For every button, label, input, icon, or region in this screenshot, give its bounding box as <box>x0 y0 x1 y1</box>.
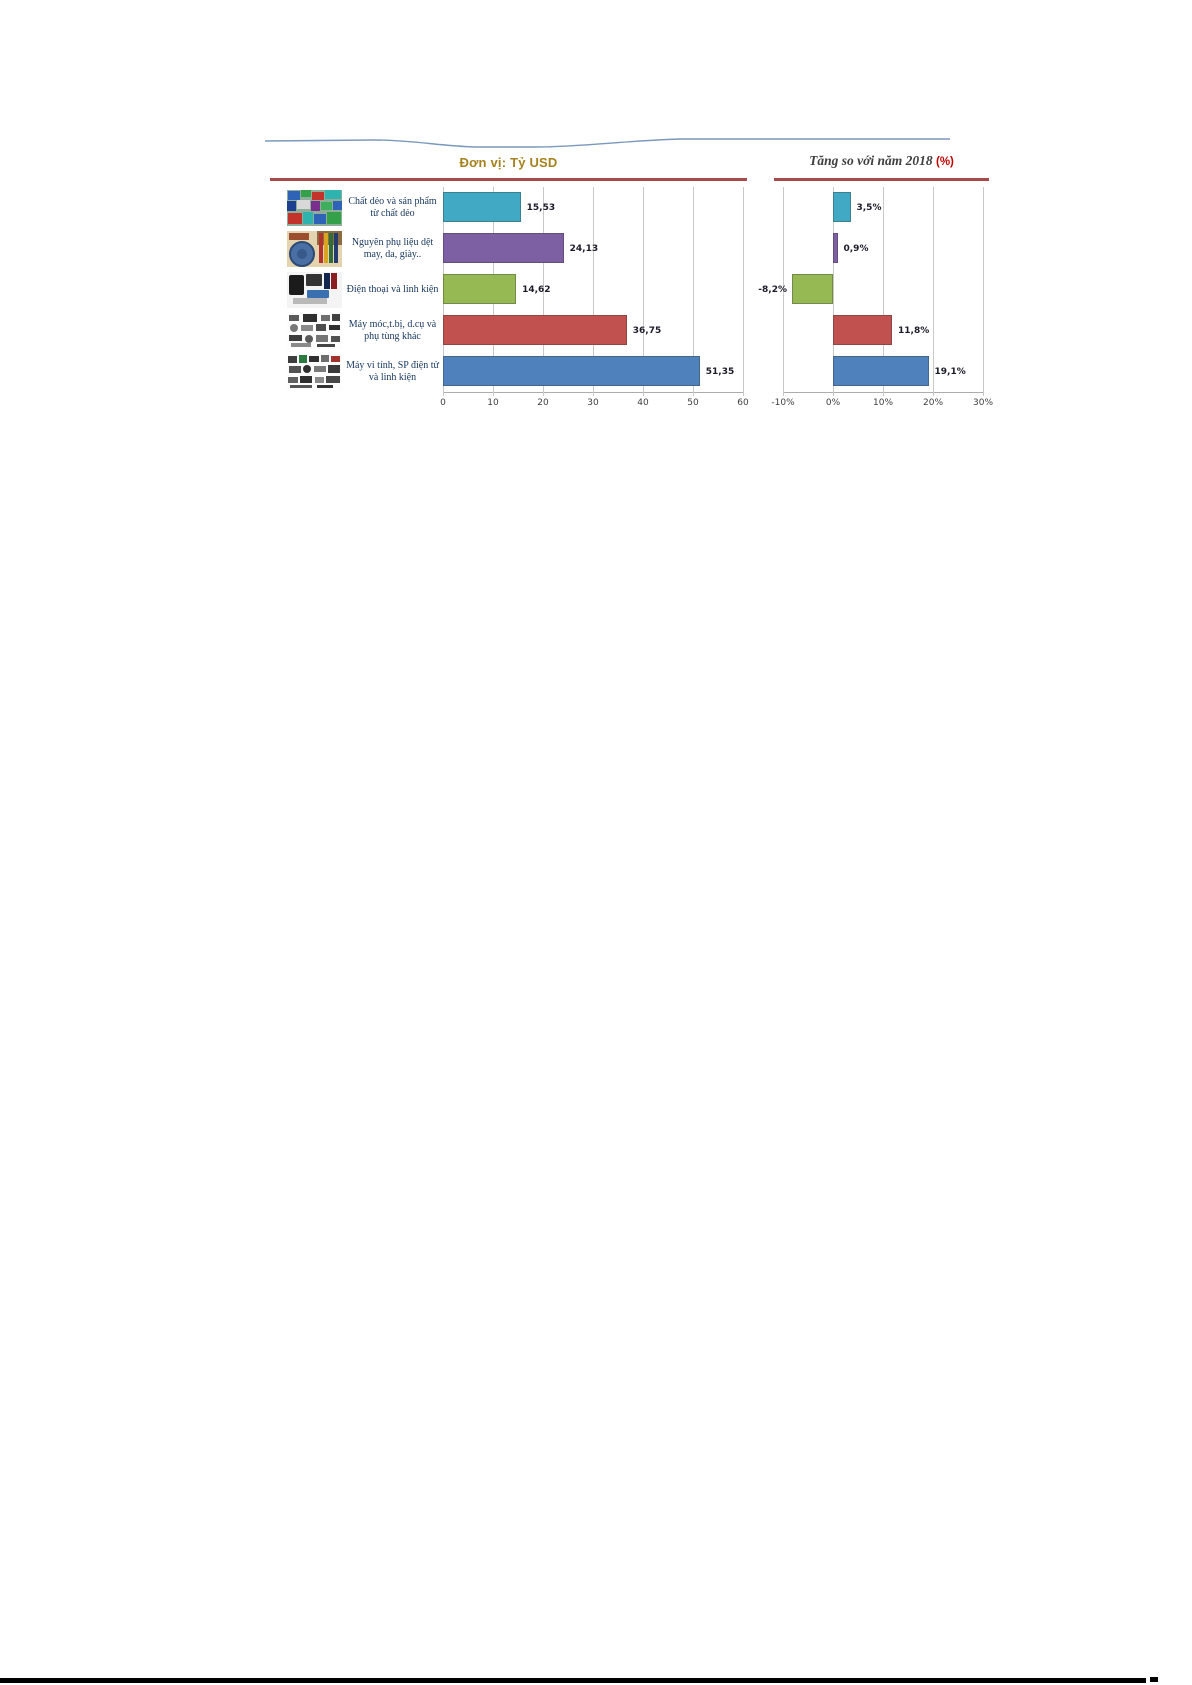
usd-value-bar <box>443 274 517 304</box>
page-bottom-border <box>0 1678 1146 1683</box>
chart-row: Nguyên phụ liệu dệt may, da, giày.. 24,1… <box>250 228 995 269</box>
category-label: Nguyên phụ liệu dệt may, da, giày.. <box>351 237 434 260</box>
category-label: Máy móc,t.bị, d.cụ và phụ tùng khác <box>348 319 437 342</box>
growth-value-bar <box>833 192 851 222</box>
category-label: Điện thoại và linh kiện <box>346 283 439 295</box>
gridline <box>883 187 884 396</box>
gridline <box>833 187 834 396</box>
gridline <box>783 187 784 396</box>
growth-bar-track: 19,1% <box>783 351 983 392</box>
right-title-underline <box>774 178 989 181</box>
x-tick-label: -10% <box>771 398 795 408</box>
left-chart-title: Đơn vị: Tỷ USD <box>459 155 558 170</box>
import-commodities-chart: Đơn vị: Tỷ USD Tăng so với năm 2018 (%) … <box>250 128 995 433</box>
usd-value-bar <box>443 192 521 222</box>
x-tick-label: 0% <box>825 398 841 408</box>
growth-value-bar <box>792 274 833 304</box>
usd-value-bar <box>443 233 564 263</box>
value-label: 19,1% <box>934 366 966 377</box>
plastic-products-photo <box>287 190 342 226</box>
usd-value-bar <box>443 356 700 386</box>
gridline <box>743 187 744 396</box>
x-tick-label: 30 <box>587 398 599 408</box>
growth-value-bar <box>833 315 892 345</box>
x-tick-label: 50 <box>687 398 699 408</box>
x-tick-label: 10 <box>487 398 499 408</box>
computer-electronics-photo <box>287 354 342 390</box>
growth-value-bar <box>833 356 929 386</box>
x-tick-label: 0 <box>440 398 446 408</box>
usd-bar-track: 15,53 <box>443 187 743 228</box>
chart-rows: Chất dẻo và sản phẩm từ chất dẻo 15,53 3… <box>250 187 995 392</box>
gridline <box>643 187 644 396</box>
x-tick-label: 20% <box>922 398 944 408</box>
value-label: 51,35 <box>705 366 735 377</box>
growth-bar-track: 3,5% <box>783 187 983 228</box>
gridline <box>593 187 594 396</box>
textile-materials-photo <box>287 231 342 267</box>
value-label: 3,5% <box>856 202 882 213</box>
machinery-parts-photo <box>287 313 342 349</box>
left-title-underline <box>270 178 747 181</box>
gridline <box>983 187 984 396</box>
right-x-axis: -10% 0% 10% 20% 30% <box>771 396 993 410</box>
chart-row: Điện thoại và linh kiện 14,62 -8,2% <box>250 269 995 310</box>
chart-row: Máy móc,t.bị, d.cụ và phụ tùng khác 36,7… <box>250 310 995 351</box>
gridline <box>543 187 544 396</box>
usd-bar-track: 14,62 <box>443 269 743 310</box>
x-tick-label: 10% <box>872 398 894 408</box>
usd-bar-track: 24,13 <box>443 228 743 269</box>
x-tick-label: 30% <box>972 398 994 408</box>
page-bottom-border-tick <box>1150 1677 1158 1682</box>
growth-bar-track: -8,2% <box>758 269 983 310</box>
growth-bar-track: 0,9% <box>783 228 983 269</box>
value-label: 36,75 <box>632 325 662 336</box>
value-label: 15,53 <box>526 202 556 213</box>
x-tick-label: 60 <box>737 398 749 408</box>
gridline <box>933 187 934 396</box>
right-chart-title-unit: (%) <box>936 156 954 168</box>
chart-row: Máy vi tính, SP điện tử và linh kiện 51,… <box>250 351 995 392</box>
left-x-axis: 0 10 20 30 40 50 60 <box>440 396 749 410</box>
chart-row: Chất dẻo và sản phẩm từ chất dẻo 15,53 3… <box>250 187 995 228</box>
growth-bar-track: 11,8% <box>783 310 983 351</box>
value-label: 0,9% <box>843 243 869 254</box>
growth-value-bar <box>833 233 838 263</box>
x-tick-label: 40 <box>637 398 649 408</box>
category-label: Chất dẻo và sản phẩm từ chất dẻo <box>348 196 437 219</box>
right-chart-title: Tăng so với năm 2018 (%) <box>774 153 989 169</box>
right-plot-gridlines <box>783 187 984 396</box>
value-label: 14,62 <box>522 284 551 295</box>
usd-bar-track: 36,75 <box>443 310 743 351</box>
value-label: 11,8% <box>898 325 930 336</box>
value-label: 24,13 <box>569 243 599 254</box>
x-tick-label: 20 <box>537 398 549 408</box>
usd-bar-track: 51,35 <box>443 351 743 392</box>
gridline <box>693 187 694 396</box>
category-label: Máy vi tính, SP điện tử và linh kiện <box>346 360 439 383</box>
decorative-wave-line <box>264 138 950 148</box>
usd-value-bar <box>443 315 627 345</box>
right-chart-title-text: Tăng so với năm 2018 <box>809 153 933 168</box>
value-label: -8,2% <box>758 284 787 295</box>
phones-components-photo <box>287 272 342 308</box>
